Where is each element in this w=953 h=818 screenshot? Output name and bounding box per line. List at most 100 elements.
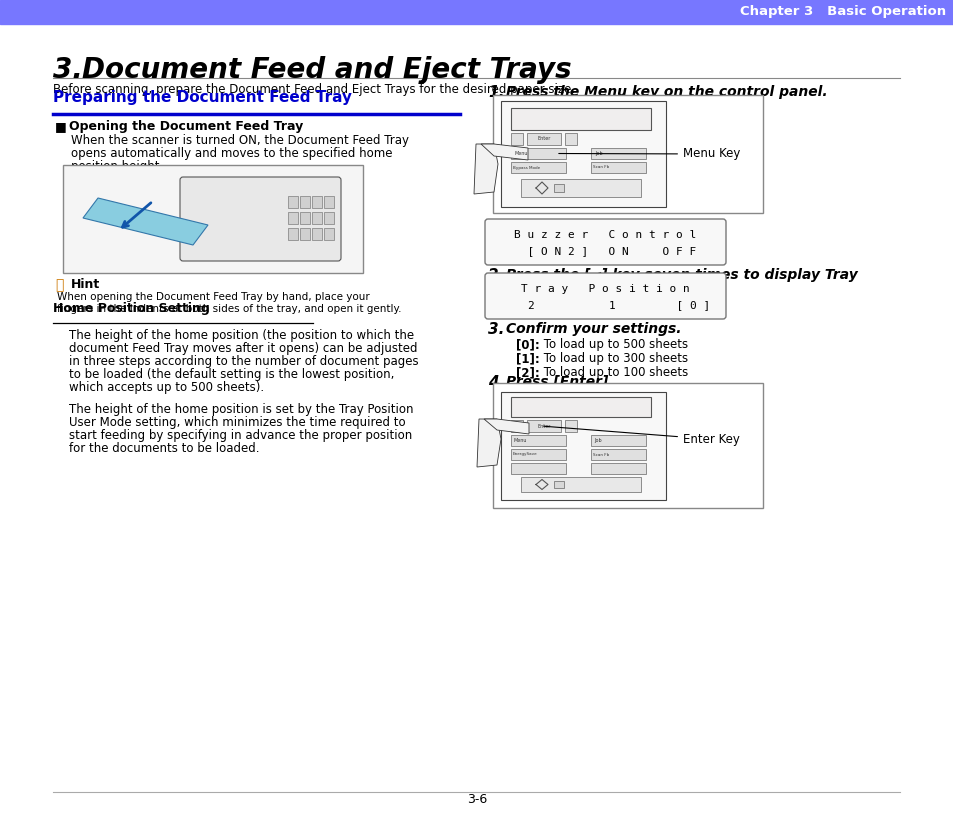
- Polygon shape: [480, 144, 527, 160]
- Text: 2           1         [ 0 ]: 2 1 [ 0 ]: [500, 300, 709, 310]
- Text: Job: Job: [594, 438, 601, 443]
- Bar: [312, 212, 322, 224]
- Text: The User Mode is activated.: The User Mode is activated.: [488, 219, 652, 232]
- Text: 3.: 3.: [488, 322, 504, 337]
- Bar: [526, 133, 560, 145]
- FancyBboxPatch shape: [180, 177, 340, 261]
- Text: Bypass Mode: Bypass Mode: [513, 165, 539, 169]
- Text: 1.: 1.: [488, 85, 504, 100]
- Text: Home Position Setting: Home Position Setting: [53, 302, 210, 315]
- Bar: [590, 435, 645, 446]
- FancyBboxPatch shape: [484, 273, 725, 319]
- Text: to be loaded (the default setting is the lowest position,: to be loaded (the default setting is the…: [69, 368, 394, 381]
- Text: When the scanner is turned ON, the Document Feed Tray: When the scanner is turned ON, the Docum…: [71, 134, 409, 147]
- Text: EnergySave: EnergySave: [513, 452, 537, 456]
- Bar: [493, 383, 762, 508]
- Polygon shape: [474, 144, 497, 194]
- Bar: [590, 449, 645, 460]
- Bar: [564, 420, 577, 432]
- Text: ■: ■: [55, 120, 67, 133]
- Bar: [288, 196, 297, 208]
- Text: B u z z e r   C o n t r o l: B u z z e r C o n t r o l: [514, 230, 696, 240]
- Text: To load up to 300 sheets: To load up to 300 sheets: [539, 352, 687, 365]
- Bar: [288, 212, 297, 224]
- Text: 2.: 2.: [488, 268, 504, 283]
- Text: in three steps according to the number of document pages: in three steps according to the number o…: [69, 355, 418, 368]
- Text: Job: Job: [595, 151, 602, 156]
- Text: Chapter 3   Basic Operation: Chapter 3 Basic Operation: [740, 6, 945, 19]
- Text: The height of the home position (the position to which the: The height of the home position (the pos…: [69, 329, 414, 342]
- Bar: [520, 179, 640, 197]
- Bar: [511, 148, 565, 159]
- Bar: [63, 165, 363, 273]
- Text: Enter Key: Enter Key: [543, 426, 740, 446]
- Bar: [299, 196, 310, 208]
- Bar: [554, 184, 563, 192]
- Bar: [324, 228, 334, 240]
- Text: ⓘ: ⓘ: [55, 278, 63, 292]
- Text: Press the Menu key on the control panel.: Press the Menu key on the control panel.: [505, 85, 827, 99]
- Text: Before scanning, prepare the Document Feed and Eject Trays for the desired paper: Before scanning, prepare the Document Fe…: [53, 83, 575, 96]
- Text: To load up to 100 sheets: To load up to 100 sheets: [539, 366, 687, 379]
- Bar: [500, 392, 665, 500]
- FancyBboxPatch shape: [484, 219, 725, 265]
- Text: document Feed Tray moves after it opens) can be adjusted: document Feed Tray moves after it opens)…: [69, 342, 417, 355]
- Text: 4.: 4.: [488, 375, 504, 390]
- Text: Preparing the Document Feed Tray: Preparing the Document Feed Tray: [53, 90, 352, 105]
- Text: Position.: Position.: [505, 284, 578, 298]
- Text: which accepts up to 500 sheets).: which accepts up to 500 sheets).: [69, 381, 264, 394]
- Bar: [526, 420, 560, 432]
- Text: (See p. 4-9.): (See p. 4-9.): [560, 284, 657, 298]
- Text: 3.: 3.: [53, 56, 83, 84]
- Text: T r a y   P o s i t i o n: T r a y P o s i t i o n: [520, 284, 689, 294]
- Text: position height.: position height.: [71, 160, 163, 173]
- Text: for the documents to be loaded.: for the documents to be loaded.: [69, 442, 259, 455]
- Text: Enter: Enter: [537, 137, 550, 142]
- Bar: [511, 108, 650, 130]
- Bar: [493, 95, 762, 213]
- Text: To load up to 500 sheets: To load up to 500 sheets: [539, 338, 687, 351]
- Text: User Mode setting, which minimizes the time required to: User Mode setting, which minimizes the t…: [69, 416, 405, 429]
- Bar: [500, 101, 665, 207]
- Text: When opening the Document Feed Tray by hand, place your: When opening the Document Feed Tray by h…: [57, 292, 370, 302]
- Text: Opening the Document Feed Tray: Opening the Document Feed Tray: [69, 120, 303, 133]
- Bar: [312, 196, 322, 208]
- Polygon shape: [476, 419, 500, 467]
- Bar: [511, 420, 522, 432]
- Bar: [590, 463, 645, 474]
- Text: Document Feed and Eject Trays: Document Feed and Eject Trays: [82, 56, 571, 84]
- Text: [1]:: [1]:: [516, 352, 539, 365]
- Polygon shape: [83, 198, 208, 245]
- Text: The height of the home position is set by the Tray Position: The height of the home position is set b…: [69, 403, 413, 416]
- Bar: [299, 212, 310, 224]
- Text: Scan Fb: Scan Fb: [593, 165, 609, 169]
- Text: opens automatically and moves to the specified home: opens automatically and moves to the spe…: [71, 147, 392, 160]
- Text: Hint: Hint: [71, 278, 100, 291]
- Text: 3-6: 3-6: [466, 793, 487, 806]
- Bar: [324, 196, 334, 208]
- Text: Press [Enter].: Press [Enter].: [505, 375, 613, 389]
- Bar: [511, 397, 650, 417]
- Bar: [511, 435, 565, 446]
- Text: start feeding by specifying in advance the proper position: start feeding by specifying in advance t…: [69, 429, 412, 442]
- Bar: [590, 148, 645, 159]
- Bar: [554, 480, 563, 488]
- Text: Enter: Enter: [537, 424, 550, 429]
- Text: [ O N 2 ]   O N     O F F: [ O N 2 ] O N O F F: [514, 245, 696, 256]
- Text: [0]:: [0]:: [516, 338, 539, 351]
- Bar: [324, 212, 334, 224]
- Bar: [511, 133, 522, 145]
- Bar: [299, 228, 310, 240]
- Bar: [564, 133, 577, 145]
- Text: [2]:: [2]:: [516, 366, 539, 379]
- Polygon shape: [483, 419, 529, 434]
- Bar: [520, 477, 640, 492]
- Text: Menu Key: Menu Key: [558, 147, 740, 160]
- Text: Press the [◄] key seven times to display Tray: Press the [◄] key seven times to display…: [505, 268, 857, 282]
- Bar: [312, 228, 322, 240]
- Bar: [511, 463, 565, 474]
- Text: Confirm your settings.: Confirm your settings.: [505, 322, 680, 336]
- Text: Menu: Menu: [515, 151, 528, 156]
- Bar: [511, 449, 565, 460]
- Bar: [511, 162, 565, 173]
